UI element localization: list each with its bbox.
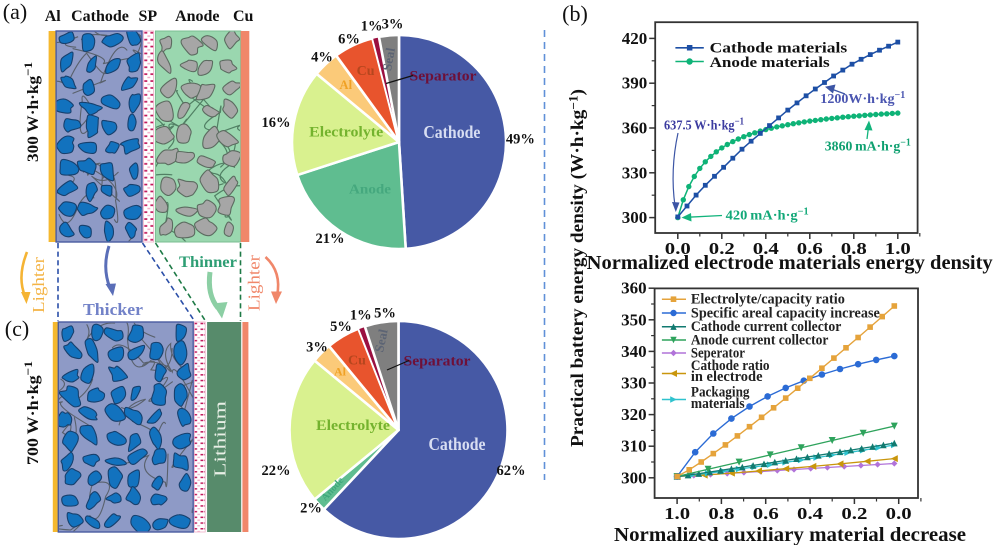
- svg-text:Cathode: Cathode: [429, 434, 486, 454]
- svg-text:16%: 16%: [262, 115, 291, 131]
- svg-text:390: 390: [622, 74, 648, 93]
- svg-text:420 mA·h·g−1: 420 mA·h·g −1: [726, 207, 809, 224]
- svg-text:(a): (a): [3, 0, 27, 24]
- svg-text:340: 340: [621, 342, 647, 361]
- svg-text:350: 350: [621, 310, 647, 329]
- svg-text:Anode current collector: Anode current collector: [691, 332, 829, 348]
- svg-text:Packaging: Packaging: [691, 385, 750, 401]
- svg-text:SP: SP: [138, 8, 157, 25]
- svg-text:Cathode: Cathode: [71, 8, 129, 25]
- svg-text:2%: 2%: [300, 501, 322, 517]
- svg-text:0.2: 0.2: [841, 504, 867, 523]
- svg-text:4%: 4%: [311, 50, 333, 66]
- svg-text:1%: 1%: [350, 308, 372, 324]
- svg-text:Thinner: Thinner: [179, 254, 237, 271]
- svg-text:5%: 5%: [374, 306, 396, 322]
- svg-text:Cu: Cu: [357, 64, 375, 79]
- svg-text:0.0: 0.0: [886, 504, 912, 523]
- svg-text:49%: 49%: [506, 131, 535, 147]
- svg-text:5%: 5%: [330, 319, 352, 335]
- svg-text:300: 300: [622, 208, 648, 227]
- svg-text:Al: Al: [334, 365, 347, 379]
- svg-text:0.6: 0.6: [797, 239, 823, 258]
- svg-text:Separator: Separator: [410, 69, 477, 85]
- svg-text:6%: 6%: [338, 31, 360, 47]
- svg-text:420: 420: [622, 29, 648, 48]
- svg-text:3%: 3%: [306, 339, 328, 355]
- svg-text:Cathode: Cathode: [423, 122, 480, 142]
- svg-text:0.4: 0.4: [797, 504, 824, 523]
- svg-text:0.8: 0.8: [708, 504, 734, 523]
- svg-text:360: 360: [622, 119, 648, 138]
- svg-text:in electrode: in electrode: [691, 369, 763, 385]
- svg-text:21%: 21%: [316, 231, 345, 247]
- svg-text:Seal: Seal: [379, 46, 398, 72]
- svg-text:Separator: Separator: [404, 354, 471, 370]
- svg-text:300: 300: [621, 468, 647, 487]
- svg-text:300 W·h·kg−1: 300 W·h·kg−1: [21, 62, 42, 162]
- svg-text:Electrolyte: Electrolyte: [316, 418, 390, 434]
- svg-text:materials: materials: [691, 396, 745, 412]
- svg-text:3860 mA·h·g−1: 3860 mA·h·g−1: [825, 138, 911, 155]
- svg-text:0.4: 0.4: [753, 239, 780, 258]
- svg-text:0.8: 0.8: [841, 239, 867, 258]
- svg-text:Thicker: Thicker: [83, 300, 143, 319]
- svg-text:(c): (c): [5, 316, 29, 341]
- svg-text:Cu: Cu: [233, 8, 254, 25]
- svg-text:3%: 3%: [382, 16, 404, 32]
- svg-text:Lighter: Lighter: [245, 254, 264, 311]
- svg-text:Specific areal capacity increa: Specific areal capacity increase: [691, 305, 881, 321]
- svg-text:Anode: Anode: [175, 8, 219, 25]
- svg-text:0.2: 0.2: [709, 239, 735, 258]
- svg-text:Electrolyte/capacity ratio: Electrolyte/capacity ratio: [691, 292, 845, 308]
- svg-text:1200W·h·kg−1: 1200W·h·kg−1: [820, 90, 905, 107]
- svg-text:0.6: 0.6: [753, 504, 779, 523]
- svg-text:(b): (b): [562, 1, 588, 26]
- svg-text:0.0: 0.0: [665, 239, 691, 258]
- svg-text:Cathode current collector: Cathode current collector: [691, 319, 842, 335]
- svg-text:1.0: 1.0: [885, 239, 911, 258]
- svg-text:Seal: Seal: [371, 327, 391, 353]
- svg-text:Anode materials: Anode materials: [710, 55, 830, 71]
- svg-text:1.0: 1.0: [664, 504, 690, 523]
- svg-text:Lithium: Lithium: [210, 401, 229, 477]
- svg-text:Normalized electrode materials: Normalized electrode materials energy de…: [587, 253, 993, 274]
- svg-text:1%: 1%: [361, 19, 383, 35]
- svg-text:330: 330: [621, 374, 647, 393]
- svg-text:62%: 62%: [497, 463, 526, 479]
- svg-text:Electrolyte: Electrolyte: [309, 125, 383, 141]
- svg-text:Al: Al: [45, 8, 62, 25]
- svg-text:360: 360: [621, 279, 647, 298]
- svg-text:Cathode materials: Cathode materials: [710, 40, 848, 56]
- svg-text:Lighter: Lighter: [29, 256, 48, 313]
- svg-text:310: 310: [621, 437, 647, 456]
- svg-text:Cu: Cu: [348, 354, 366, 369]
- svg-text:Seperator: Seperator: [691, 345, 745, 361]
- svg-text:637.5 W·h·kg−1: 637.5 W·h·kg−1: [664, 117, 744, 134]
- svg-text:Anode: Anode: [349, 183, 391, 198]
- svg-text:Normalized auxiliary material: Normalized auxiliary material decrease: [614, 525, 966, 545]
- svg-text:330: 330: [622, 163, 648, 182]
- svg-text:Al: Al: [340, 78, 353, 92]
- svg-text:700 W·h·kg−1: 700 W·h·kg−1: [21, 361, 42, 465]
- svg-text:Practical battery energy densi: Practical battery energy density (W·h·kg…: [567, 89, 589, 447]
- svg-text:Cathode ratio: Cathode ratio: [691, 358, 770, 374]
- svg-text:320: 320: [621, 405, 647, 424]
- svg-text:22%: 22%: [262, 463, 291, 479]
